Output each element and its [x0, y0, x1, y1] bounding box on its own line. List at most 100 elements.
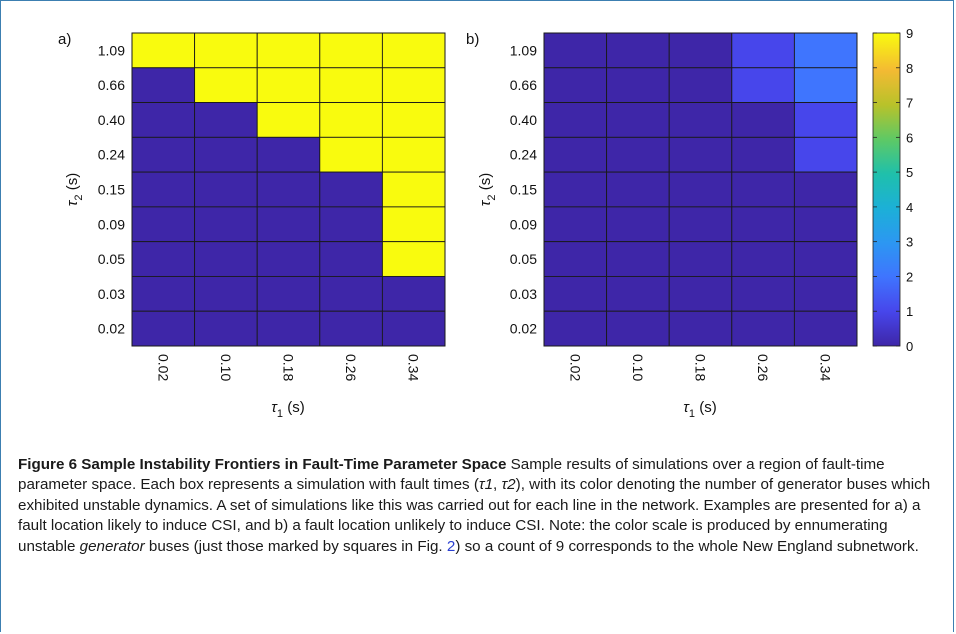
- heatmap-cell: [793, 67, 858, 104]
- heatmap-cell: [256, 136, 321, 173]
- heatmap-cell: [131, 171, 196, 208]
- heatmap-cell: [131, 102, 196, 138]
- heatmap-cell: [381, 67, 446, 104]
- colorbar-tick-label: 9: [906, 26, 913, 41]
- colorbar-tick-label: 2: [906, 269, 913, 284]
- heatmap-cell: [606, 171, 670, 208]
- caption-text-3: buses (just those marked by squares in F…: [144, 537, 447, 555]
- colorbar-tick-label: 5: [906, 165, 913, 180]
- heatmap-cell: [381, 310, 446, 347]
- y-tick-label: 0.66: [98, 77, 125, 93]
- y-tick-label: 1.09: [98, 42, 125, 58]
- heatmap-cell: [319, 206, 383, 243]
- heatmap-cell: [543, 275, 608, 312]
- caption-text-2: ), with its color denoting the number of…: [18, 476, 931, 555]
- heatmap-cell: [793, 310, 858, 347]
- heatmap-cell: [381, 275, 446, 312]
- heatmap-cell: [381, 171, 446, 208]
- heatmap-cell: [194, 275, 258, 312]
- heatmap-cell: [131, 275, 196, 312]
- heatmap-cell: [256, 102, 321, 138]
- heatmap-cell: [543, 241, 608, 277]
- plot-border: [543, 32, 858, 347]
- x-tick-label: 0.02: [155, 354, 171, 381]
- y-tick-label: 0.05: [98, 251, 125, 267]
- heatmap-cell: [606, 275, 670, 312]
- heatmap-cell: [194, 32, 258, 69]
- heatmap-cell: [256, 206, 321, 243]
- heatmap-cell: [131, 241, 196, 277]
- heatmap-cell: [543, 171, 608, 208]
- y-tick-label: 0.09: [510, 216, 537, 232]
- heatmap-cell: [606, 67, 670, 104]
- heatmap-cell: [256, 171, 321, 208]
- heatmap-cell: [793, 32, 858, 69]
- y-axis-label: τ2 (s): [64, 173, 85, 206]
- y-tick-label: 0.24: [98, 147, 125, 163]
- heatmap-cell: [793, 171, 858, 208]
- heatmap-cell: [606, 32, 670, 69]
- heatmap-cell: [131, 67, 196, 104]
- y-tick-label: 0.02: [510, 321, 537, 337]
- y-tick-label: 0.15: [510, 182, 537, 198]
- caption-emphasis: generator: [79, 537, 145, 555]
- heatmap-cell: [668, 136, 733, 173]
- figure-caption: Figure 6 Sample Instability Frontiers in…: [18, 455, 943, 557]
- caption-text-1: Sample results of simulations over a reg…: [18, 456, 885, 494]
- y-tick-label: 0.05: [510, 251, 537, 267]
- heatmap-cell: [731, 32, 795, 69]
- heatmap-cell: [793, 241, 858, 277]
- heatmap-cell: [731, 171, 795, 208]
- heatmap-cell: [131, 206, 196, 243]
- heatmap-cell: [606, 310, 670, 347]
- y-tick-label: 0.66: [510, 77, 537, 93]
- heatmap-cell: [194, 310, 258, 347]
- figure-panels: 1.09 0.66 0.40 0.24 0.15 0.09 0.05 0.03 0.02 0.02…: [58, 26, 913, 420]
- caption-tau2: τ2: [501, 476, 516, 494]
- colorbar-tick-label: 6: [906, 130, 913, 145]
- heatmap-cell: [319, 32, 383, 69]
- colorbar: 0 1 2 3 4 5 6 7 8 9: [872, 26, 913, 354]
- panel-label-a: a): [58, 31, 71, 48]
- panel-label-b: b): [466, 31, 479, 48]
- x-tick-label: 0.26: [343, 354, 359, 381]
- heatmap-cell: [256, 67, 321, 104]
- y-tick-label: 0.40: [98, 112, 125, 128]
- heatmap-cell: [319, 171, 383, 208]
- heatmap-cell: [668, 241, 733, 277]
- heatmap-cell: [319, 241, 383, 277]
- heatmap-cell: [543, 102, 608, 138]
- heatmap-cell: [194, 171, 258, 208]
- heatmap-cell: [668, 206, 733, 243]
- heatmap-cell: [194, 206, 258, 243]
- heatmap-cell: [731, 310, 795, 347]
- heatmap-cell: [793, 206, 858, 243]
- heatmap-cell: [731, 102, 795, 138]
- heatmap-cell: [381, 241, 446, 277]
- caption-tau1: τ1: [478, 476, 494, 494]
- heatmap-cell: [606, 136, 670, 173]
- x-tick-label: 0.34: [406, 354, 422, 381]
- x-tick-label: 0.02: [567, 354, 583, 381]
- heatmap-cell: [319, 102, 383, 138]
- heatmap-cell: [731, 67, 795, 104]
- heatmap-cell: [731, 241, 795, 277]
- caption-title: Figure 6 Sample Instability Frontiers in…: [18, 456, 507, 473]
- y-tick-label: 0.02: [98, 321, 125, 337]
- heatmap-cell: [256, 310, 321, 347]
- y-tick-label: 0.09: [98, 216, 125, 232]
- y-axis-label: τ2 (s): [477, 173, 498, 206]
- x-tick-label: 0.18: [281, 354, 297, 381]
- heatmap-cell: [194, 102, 258, 138]
- figure-reference-link[interactable]: 2: [446, 537, 456, 555]
- heatmap-cell: [606, 241, 670, 277]
- heatmap-cell: [543, 32, 608, 69]
- heatmap-cell: [194, 67, 258, 104]
- x-tick-label: 0.10: [218, 354, 234, 381]
- heatmap-cell: [668, 275, 733, 312]
- heatmap-cell: [319, 275, 383, 312]
- heatmap-cell: [256, 241, 321, 277]
- heatmap-cell: [381, 136, 446, 173]
- x-tick-label: 0.26: [755, 354, 771, 381]
